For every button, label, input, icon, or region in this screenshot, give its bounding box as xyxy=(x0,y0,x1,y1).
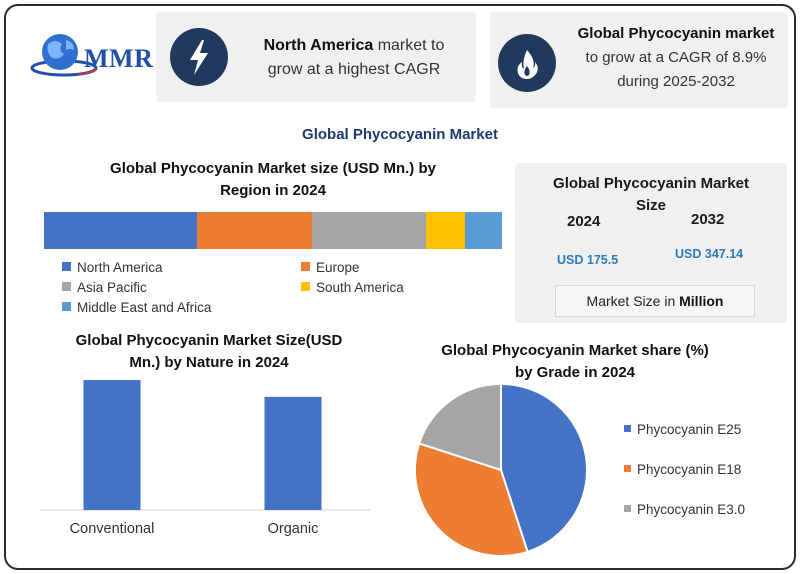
main-title: Global Phycocyanin Market xyxy=(302,126,498,143)
global-cagr-line3: during 2025-2032 xyxy=(617,73,735,90)
global-cagr-line2: to grow at a CAGR of 8.9% xyxy=(585,49,767,66)
north-america-line2: grow at a highest CAGR xyxy=(267,61,441,78)
legend-label: Phycocyanin E25 xyxy=(637,422,742,437)
legend-dot xyxy=(624,505,631,512)
value-2024: USD 175.5 xyxy=(557,253,619,267)
unit-bold: Million xyxy=(679,293,724,309)
bar-conventional xyxy=(83,380,141,510)
grade-title-line1: Global Phycocyanin Market share (%) xyxy=(441,342,709,359)
stack-segment-middle-east-and-africa xyxy=(465,212,502,249)
north-america-bold: North America xyxy=(263,37,374,54)
pie-legend-e30: Phycocyanin E3.0 xyxy=(624,502,745,517)
nature-chart-title: Global Phycocyanin Market Size(USD Mn.) … xyxy=(44,330,374,374)
north-america-card: North America market to grow at a highes… xyxy=(156,12,476,102)
x-label-conventional: Conventional xyxy=(69,521,155,537)
global-cagr-text: Global Phycocyanin market to grow at a C… xyxy=(566,22,786,94)
pie-slice-phycocyanin-e3-0 xyxy=(417,382,502,472)
pie-legend-e25: Phycocyanin E25 xyxy=(624,422,741,437)
legend-label: Asia Pacific xyxy=(77,280,147,295)
legend-asia-pacific: Asia Pacific xyxy=(62,280,147,295)
legend-swatch xyxy=(62,302,71,311)
legend-south-america: South America xyxy=(301,280,404,295)
region-title-line1: Global Phycocyanin Market size (USD Mn.)… xyxy=(110,160,436,177)
year-2032: 2032 xyxy=(691,211,725,228)
legend-swatch xyxy=(301,262,310,271)
legend-swatch xyxy=(301,282,310,291)
pie-legend-e18: Phycocyanin E18 xyxy=(624,462,741,477)
global-cagr-card: Global Phycocyanin market to grow at a C… xyxy=(490,12,788,108)
grade-chart-title: Global Phycocyanin Market share (%) by G… xyxy=(420,340,730,384)
global-cagr-bold: Global Phycocyanin market xyxy=(577,25,775,42)
year-2024: 2024 xyxy=(567,213,601,230)
value-2032: USD 347.14 xyxy=(675,247,744,261)
unit-prefix: Market Size in xyxy=(586,293,680,309)
legend-north-america: North America xyxy=(62,260,163,275)
x-label-organic: Organic xyxy=(267,521,319,537)
logo-text: MMR xyxy=(84,44,154,73)
region-chart-title: Global Phycocyanin Market size (USD Mn.)… xyxy=(44,158,502,202)
legend-swatch xyxy=(62,262,71,271)
region-stacked-bar xyxy=(44,212,502,249)
legend-label: Middle East and Africa xyxy=(77,300,212,315)
lightning-icon xyxy=(170,28,228,86)
legend-label: North America xyxy=(77,260,163,275)
market-size-title: Global Phycocyanin Market Size xyxy=(515,173,787,217)
legend-dot xyxy=(624,465,631,472)
legend-label: South America xyxy=(316,280,404,295)
north-america-rest: market to xyxy=(373,37,445,54)
mmr-logo: MMR xyxy=(28,24,158,84)
stack-segment-asia-pacific xyxy=(311,212,427,249)
legend-label: Phycocyanin E3.0 xyxy=(637,502,746,517)
stack-segment-north-america xyxy=(44,212,198,249)
north-america-text: North America market to grow at a highes… xyxy=(244,34,464,82)
legend-label: Europe xyxy=(316,260,360,275)
globe-icon xyxy=(30,34,98,77)
flame-icon xyxy=(498,34,556,92)
nature-bar-chart xyxy=(40,380,370,511)
pie-slice-phycocyanin-e18 xyxy=(414,442,529,557)
nature-title-line2: Mn.) by Nature in 2024 xyxy=(129,354,289,371)
legend-mea: Middle East and Africa xyxy=(62,300,211,315)
market-size-title-line2: Size xyxy=(635,197,666,214)
legend-swatch xyxy=(62,282,71,291)
market-size-title-line1: Global Phycocyanin Market xyxy=(553,175,749,192)
pie-slice-phycocyanin-e25 xyxy=(500,382,588,554)
grade-title-line2: by Grade in 2024 xyxy=(514,364,636,381)
legend-europe: Europe xyxy=(301,260,360,275)
grade-pie-chart xyxy=(414,382,588,557)
region-title-line2: Region in 2024 xyxy=(220,182,326,199)
stack-segment-europe xyxy=(197,212,312,249)
unit-label: Market Size in Million xyxy=(555,285,755,317)
legend-dot xyxy=(624,425,631,432)
bar-organic xyxy=(264,396,322,510)
market-size-box: Global Phycocyanin Market Size 2024 2032… xyxy=(515,163,787,323)
legend-label: Phycocyanin E18 xyxy=(637,462,742,477)
nature-title-line1: Global Phycocyanin Market Size(USD xyxy=(75,332,343,349)
stack-segment-south-america xyxy=(426,212,466,249)
